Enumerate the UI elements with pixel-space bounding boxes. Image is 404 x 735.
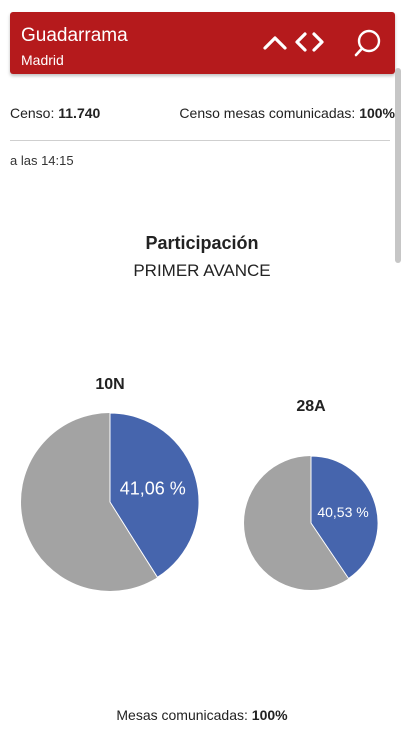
pie-label-28a: 28A: [296, 398, 326, 415]
municipality-title: Guadarrama: [21, 25, 128, 46]
pie-chart-28a: 40,53 %: [244, 455, 379, 590]
pie-label-10n: 10N: [95, 376, 125, 393]
chevron-up-icon[interactable]: [262, 30, 288, 54]
census-reported: Censo mesas comunicadas: 100%: [179, 105, 395, 121]
province-subtitle: Madrid: [21, 52, 64, 68]
chart-title: Participación: [145, 233, 259, 253]
pie-chart-10n: 41,06 %: [21, 412, 200, 591]
census-reported-label: Censo mesas comunicadas:: [179, 105, 356, 121]
census-value: 11.740: [58, 105, 101, 121]
scrollbar[interactable]: [395, 68, 401, 263]
search-icon[interactable]: [353, 28, 383, 58]
pie-slice-participation: [109, 412, 200, 579]
chevron-left-icon[interactable]: [293, 30, 309, 54]
pie-slice-participation: [310, 455, 379, 580]
tables-reported-label: Mesas comunicadas:: [116, 707, 248, 723]
pie-value-label: 40,53 %: [317, 504, 368, 520]
pie-value-label: 41,06 %: [120, 478, 186, 498]
tables-reported-value: 100%: [251, 707, 288, 723]
tables-reported: Mesas comunicadas: 100%: [0, 707, 404, 723]
divider: [10, 140, 390, 141]
census-total: Censo: 11.740: [10, 105, 100, 121]
chevron-right-icon[interactable]: [310, 30, 326, 54]
chart-subtitle: PRIMER AVANCE: [133, 261, 271, 280]
census-label: Censo:: [10, 105, 55, 121]
app-header: Guadarrama Madrid: [10, 12, 395, 74]
census-reported-value: 100%: [359, 105, 395, 121]
timestamp: a las 14:15: [10, 153, 74, 168]
